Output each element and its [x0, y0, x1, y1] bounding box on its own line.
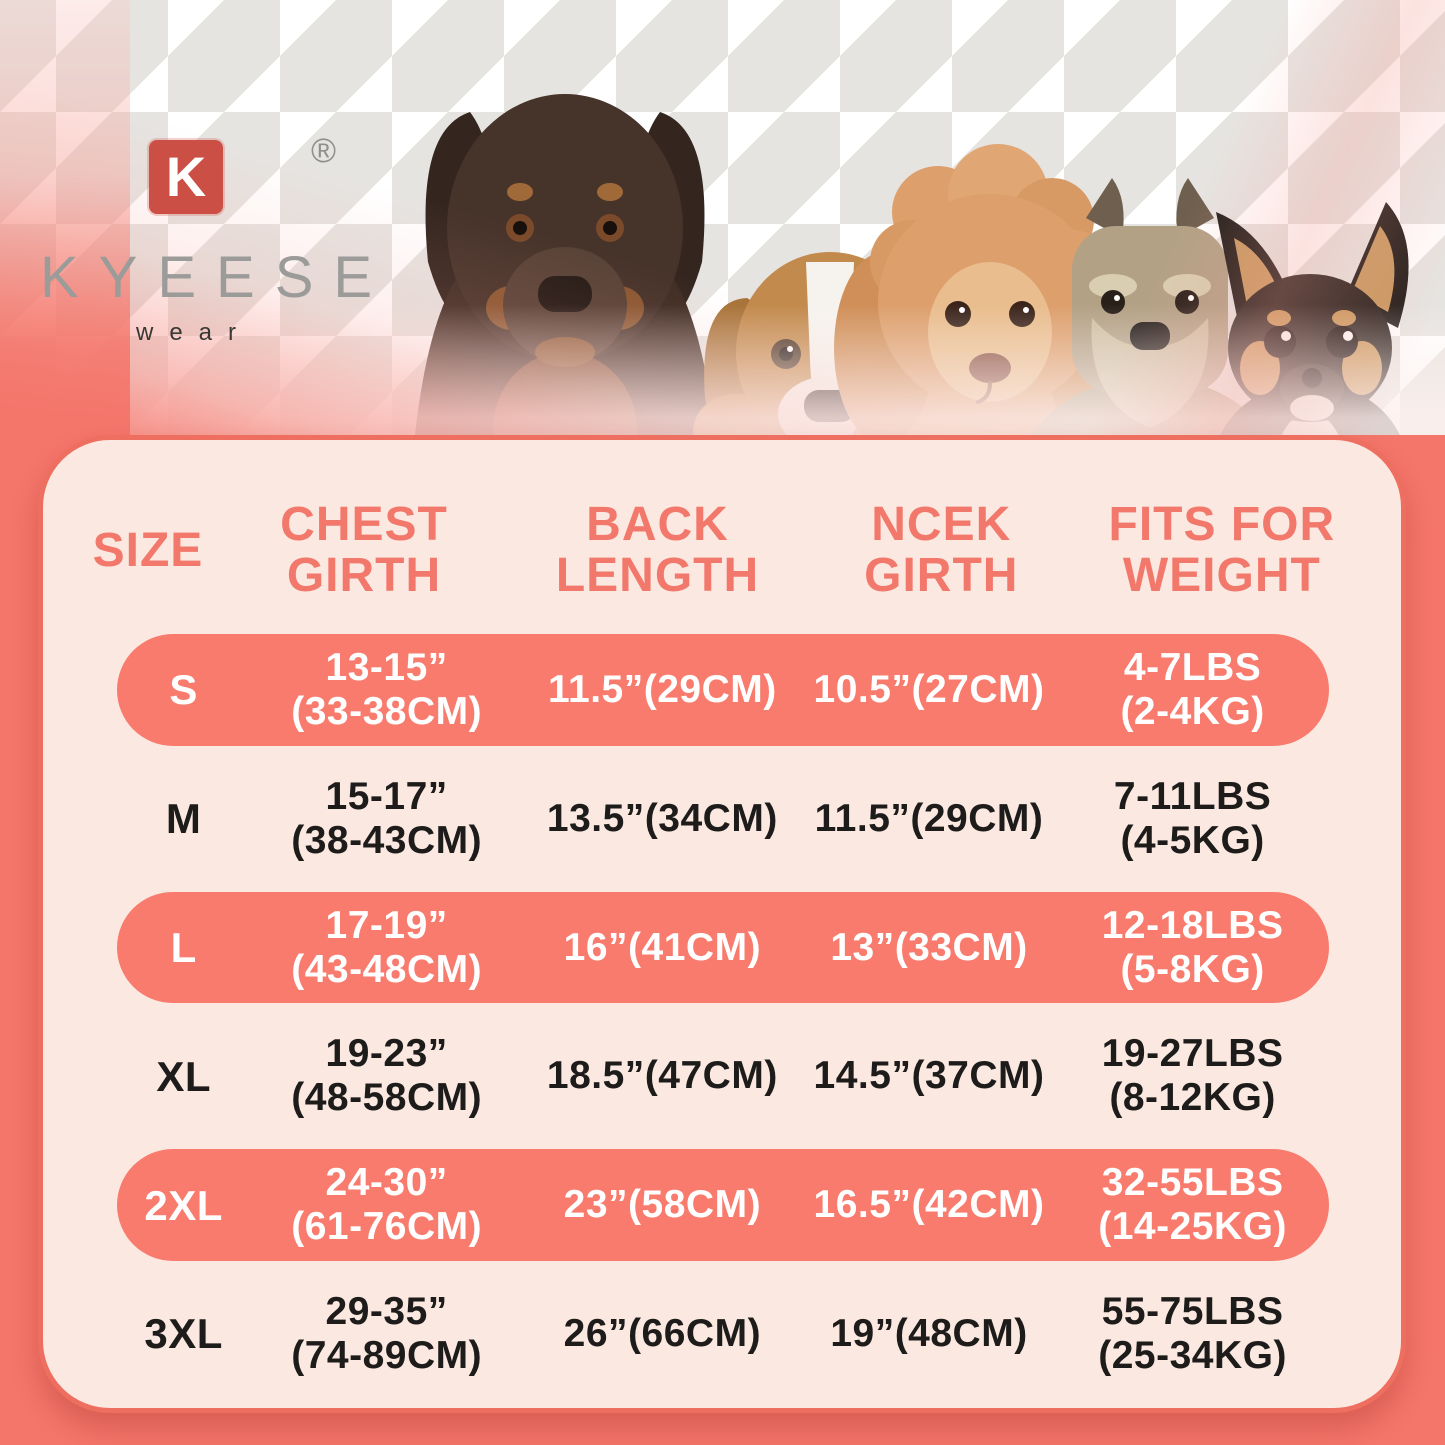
table-row: L 17-19” (43-48CM) 16”(41CM) 13”(33CM) 1…	[117, 891, 1329, 1004]
size-cell: M	[165, 795, 202, 843]
fits-weight-cell: 19-27LBS (8-12KG)	[1101, 1032, 1284, 1120]
neck-girth-cell: 13”(33CM)	[830, 925, 1028, 969]
chest-girth-cell: 19-23” (48-58CM)	[291, 1032, 483, 1120]
size-cell: XL	[156, 1052, 211, 1100]
fits-weight-cell: 55-75LBS (25-34KG)	[1098, 1289, 1287, 1378]
size-cell: S	[169, 666, 198, 714]
back-length-cell: 23”(58CM)	[563, 1183, 762, 1227]
fits-weight-cell: 12-18LBS (5-8KG)	[1101, 903, 1284, 991]
chest-girth-cell: 15-17” (38-43CM)	[291, 774, 483, 862]
brand-logo: K ® KYEESE wear	[40, 132, 372, 347]
table-body: S 13-15” (33-38CM) 11.5”(29CM) 10.5”(27C…	[117, 634, 1329, 1390]
header-neck-girth: NCEK GIRTH	[864, 498, 1019, 602]
table-row: 2XL 24-30” (61-76CM) 23”(58CM) 16.5”(42C…	[117, 1149, 1329, 1262]
size-cell: 3XL	[144, 1310, 223, 1358]
back-length-cell: 16”(41CM)	[563, 925, 762, 969]
brand-tagline: wear	[135, 319, 253, 346]
table-row: M 15-17” (38-43CM) 13.5”(34CM) 11.5”(29C…	[117, 763, 1329, 875]
back-length-cell: 18.5”(47CM)	[546, 1054, 778, 1098]
back-length-cell: 11.5”(29CM)	[547, 667, 777, 711]
header-chest-girth: CHEST GIRTH	[280, 498, 448, 602]
back-length-cell: 26”(66CM)	[563, 1312, 762, 1356]
brand-mark: K	[149, 140, 223, 214]
brand-initial: K	[165, 145, 207, 208]
table-row: 3XL 29-35” (74-89CM) 26”(66CM) 19”(48CM)…	[117, 1278, 1329, 1390]
header-back-length: BACK LENGTH	[555, 498, 760, 602]
chest-girth-cell: 29-35” (74-89CM)	[291, 1289, 483, 1378]
chest-girth-cell: 17-19” (43-48CM)	[291, 903, 483, 991]
header-fits-for-weight: FITS FOR WEIGHT	[1108, 498, 1336, 602]
brand-name: KYEESE	[40, 245, 393, 310]
table-header-row: SIZE CHEST GIRTH BACK LENGTH NCEK GIRTH …	[77, 468, 1367, 634]
neck-girth-cell: 19”(48CM)	[830, 1312, 1028, 1356]
back-length-cell: 13.5”(34CM)	[546, 796, 778, 840]
table-row: S 13-15” (33-38CM) 11.5”(29CM) 10.5”(27C…	[117, 634, 1329, 746]
size-cell: 2XL	[144, 1181, 223, 1229]
fits-weight-cell: 4-7LBS (2-4KG)	[1120, 645, 1265, 733]
neck-girth-cell: 14.5”(37CM)	[813, 1054, 1045, 1098]
neck-girth-cell: 10.5”(27CM)	[813, 667, 1045, 711]
header-size: SIZE	[92, 523, 204, 577]
chest-girth-cell: 13-15” (33-38CM)	[291, 645, 483, 733]
size-chart-panel: SIZE CHEST GIRTH BACK LENGTH NCEK GIRTH …	[38, 435, 1406, 1413]
fits-weight-cell: 32-55LBS (14-25KG)	[1098, 1161, 1287, 1249]
neck-girth-cell: 11.5”(29CM)	[814, 796, 1044, 840]
size-cell: L	[170, 923, 197, 971]
chest-girth-cell: 24-30” (61-76CM)	[291, 1161, 483, 1249]
doberman-illustration	[415, 94, 715, 435]
registered-trademark-symbol: ®	[310, 132, 336, 170]
fits-weight-cell: 7-11LBS (4-5KG)	[1113, 774, 1272, 862]
table-row: XL 19-23” (48-58CM) 18.5”(47CM) 14.5”(37…	[117, 1020, 1329, 1132]
neck-girth-cell: 16.5”(42CM)	[813, 1183, 1045, 1227]
